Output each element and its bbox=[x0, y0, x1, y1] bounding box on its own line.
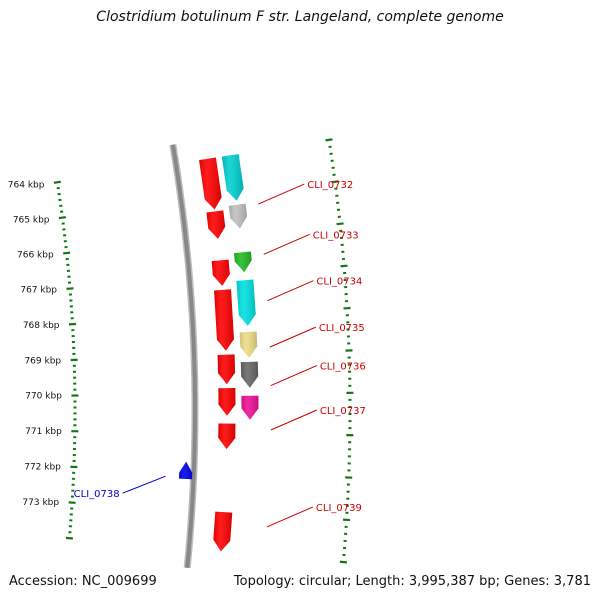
backbone-layer bbox=[169, 144, 199, 569]
gene-label[interactable]: CLI_0736 bbox=[270, 362, 366, 386]
scale-tick-label: 768 kbp bbox=[23, 321, 60, 331]
scale-tick bbox=[58, 216, 67, 220]
svg-text:CLI_0736: CLI_0736 bbox=[320, 362, 366, 373]
svg-text:CLI_0735: CLI_0735 bbox=[319, 323, 365, 334]
scale-tick bbox=[325, 138, 333, 142]
scale-tick bbox=[336, 222, 344, 226]
svg-text:CLI_0734: CLI_0734 bbox=[316, 277, 362, 288]
scale-tick-label: 771 kbp bbox=[25, 427, 62, 437]
gene-feature[interactable] bbox=[214, 289, 234, 351]
gene-feature[interactable] bbox=[211, 259, 230, 286]
scale-ticks-layer: 764 kbp 765 kbp 766 kbp 767 kbp 768 kbp 769 k… bbox=[8, 138, 354, 564]
gene-feature[interactable] bbox=[213, 511, 233, 552]
accession-text: Accession: NC_009699 bbox=[9, 574, 157, 589]
map-title: Clostridium botulinum F str. Langeland, … bbox=[96, 9, 504, 25]
gene-feature[interactable] bbox=[241, 395, 259, 420]
gene-label[interactable]: CLI_0733 bbox=[263, 230, 359, 255]
gene-feature[interactable] bbox=[239, 331, 258, 358]
gene-feature[interactable] bbox=[228, 203, 248, 229]
scale-tick-label: 764 kbp bbox=[8, 180, 45, 190]
scale-tick bbox=[340, 264, 348, 268]
scale-tick bbox=[66, 287, 74, 290]
gene-labels-layer: CLI_0732 CLI_0733 CLI_0734 CLI_0735 CLI_0736… bbox=[74, 180, 366, 528]
scale-tick bbox=[331, 180, 339, 184]
gene-feature[interactable] bbox=[240, 361, 259, 388]
gene-label[interactable]: CLI_0738 bbox=[74, 475, 166, 500]
svg-text:CLI_0739: CLI_0739 bbox=[316, 503, 362, 514]
scale-tick bbox=[339, 560, 347, 564]
gene-label[interactable]: CLI_0732 bbox=[258, 180, 353, 205]
scale-tick-label: 772 kbp bbox=[24, 462, 61, 472]
gene-label[interactable]: CLI_0739 bbox=[266, 503, 362, 528]
gene-feature[interactable] bbox=[217, 354, 236, 385]
gene-feature[interactable] bbox=[218, 423, 236, 450]
svg-text:CLI_0732: CLI_0732 bbox=[307, 180, 353, 191]
gene-feature[interactable] bbox=[179, 461, 193, 480]
gene-feature[interactable] bbox=[199, 157, 222, 210]
scale-tick bbox=[63, 251, 71, 255]
gene-feature[interactable] bbox=[206, 210, 226, 239]
gene-feature[interactable] bbox=[236, 279, 256, 326]
scale-tick bbox=[53, 180, 61, 184]
gene-label[interactable]: CLI_0735 bbox=[269, 323, 365, 348]
gene-label[interactable]: CLI_0734 bbox=[267, 277, 362, 302]
gene-feature[interactable] bbox=[218, 388, 236, 416]
backbone-line bbox=[170, 144, 197, 568]
scale-tick-label: 767 kbp bbox=[20, 286, 57, 296]
features-layer bbox=[179, 153, 259, 552]
gene-label[interactable]: CLI_0737 bbox=[270, 406, 366, 431]
svg-text:CLI_0737: CLI_0737 bbox=[320, 406, 366, 417]
genome-summary-text: Topology: circular; Length: 3,995,387 bp… bbox=[233, 574, 591, 589]
scale-tick-label: 770 kbp bbox=[25, 392, 62, 402]
svg-text:CLI_0738: CLI_0738 bbox=[74, 489, 120, 500]
scale-tick-label: 766 kbp bbox=[17, 250, 54, 260]
gene-feature[interactable] bbox=[233, 251, 252, 273]
scale-tick-label: 769 kbp bbox=[24, 356, 61, 366]
scale-tick-label: 773 kbp bbox=[22, 498, 59, 508]
scale-tick bbox=[65, 536, 74, 540]
scale-tick-label: 765 kbp bbox=[13, 215, 50, 225]
svg-text:CLI_0733: CLI_0733 bbox=[313, 230, 359, 241]
gene-feature[interactable] bbox=[221, 153, 244, 201]
